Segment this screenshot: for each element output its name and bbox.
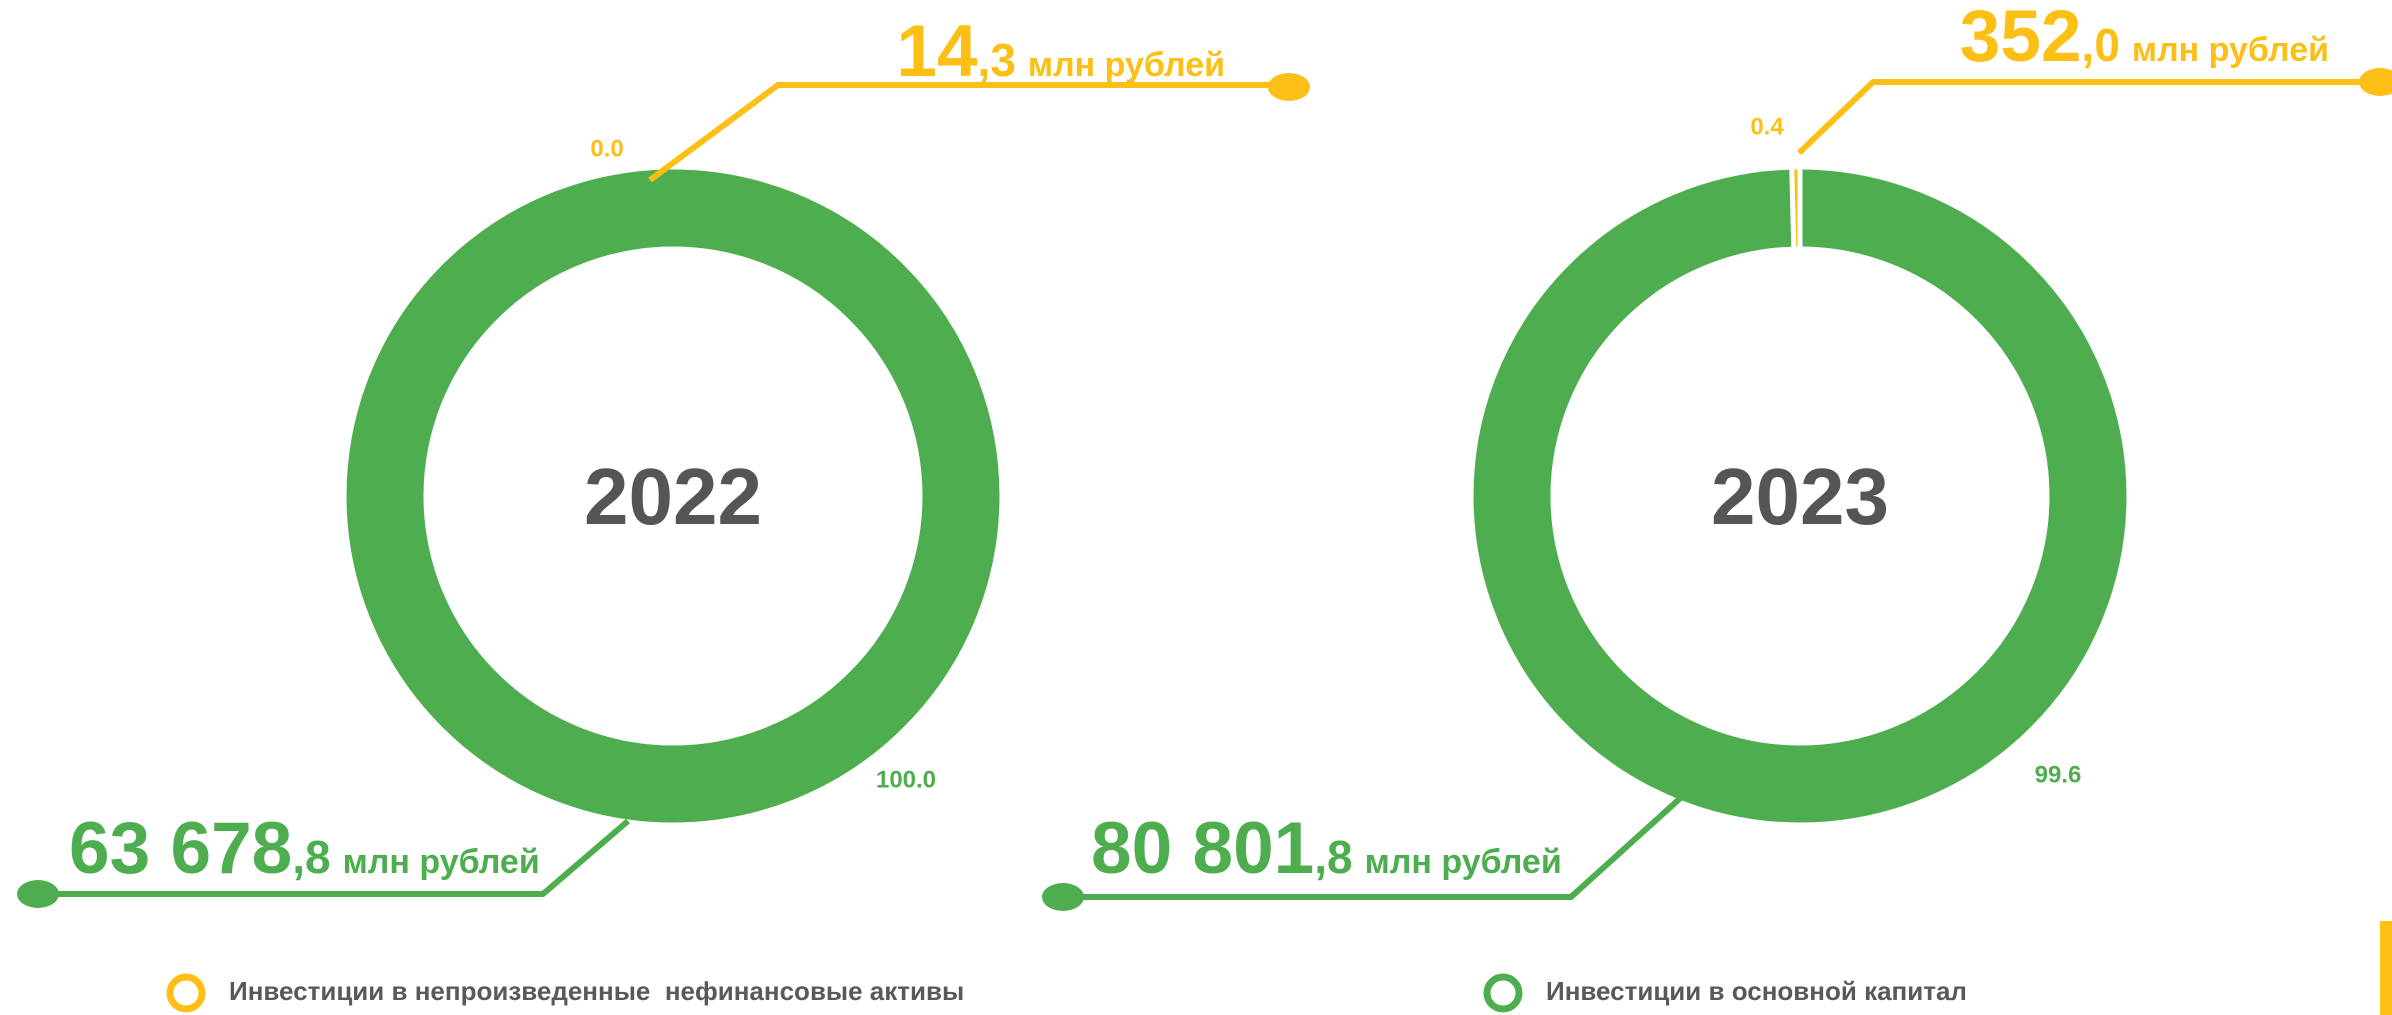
- percent-label: 100.0: [876, 766, 936, 793]
- legend-marker: [166, 973, 206, 1013]
- amount-label: 352,0 млн рублей: [1960, 0, 2329, 77]
- amount-unit: млн рублей: [2132, 31, 2329, 69]
- amount-label: 63 678,8 млн рублей: [69, 808, 540, 889]
- legend-label: Инвестиции в непроизведенные нефинансовы…: [229, 976, 964, 1006]
- amount-main: 80 801: [1091, 808, 1314, 889]
- segment-separator: [1789, 168, 1797, 248]
- percent-label: 0.4: [1750, 113, 1784, 140]
- leader-dot: [1268, 73, 1310, 101]
- amount-main: 14: [896, 11, 978, 92]
- amount-label: 14,3 млн рублей: [896, 11, 1225, 92]
- amount-main: 352: [1960, 0, 2082, 77]
- leader-line: [1053, 790, 1689, 900]
- percent-label: 99.6: [2035, 761, 2082, 788]
- percent-label: 0.0: [590, 135, 623, 162]
- donut-center-title: 2023: [1711, 452, 1889, 541]
- corner-bar: [2380, 921, 2392, 1015]
- leader-line: [46, 818, 630, 897]
- leader-line: [648, 82, 1289, 183]
- amount-decimal: ,3: [978, 34, 1016, 86]
- amount-decimal: ,8: [292, 831, 330, 883]
- leader-dot: [2359, 68, 2392, 96]
- leader-dot: [1042, 883, 1084, 911]
- amount-main: 63 678: [69, 808, 292, 889]
- leader-line: [1796, 79, 2365, 156]
- leader-dot: [17, 880, 59, 908]
- amount-decimal: ,0: [2082, 19, 2120, 71]
- amount-unit: млн рублей: [343, 843, 540, 881]
- amount-label: 80 801,8 млн рублей: [1091, 808, 1562, 889]
- donut-center-title: 2022: [584, 452, 762, 541]
- amount-unit: млн рублей: [1365, 843, 1562, 881]
- amount-decimal: ,8: [1314, 831, 1352, 883]
- legend-marker: [1483, 973, 1523, 1013]
- donut-segment: [346, 169, 1000, 823]
- legend-label: Инвестиции в основной капитал: [1546, 976, 1967, 1006]
- amount-unit: млн рублей: [1028, 46, 1225, 84]
